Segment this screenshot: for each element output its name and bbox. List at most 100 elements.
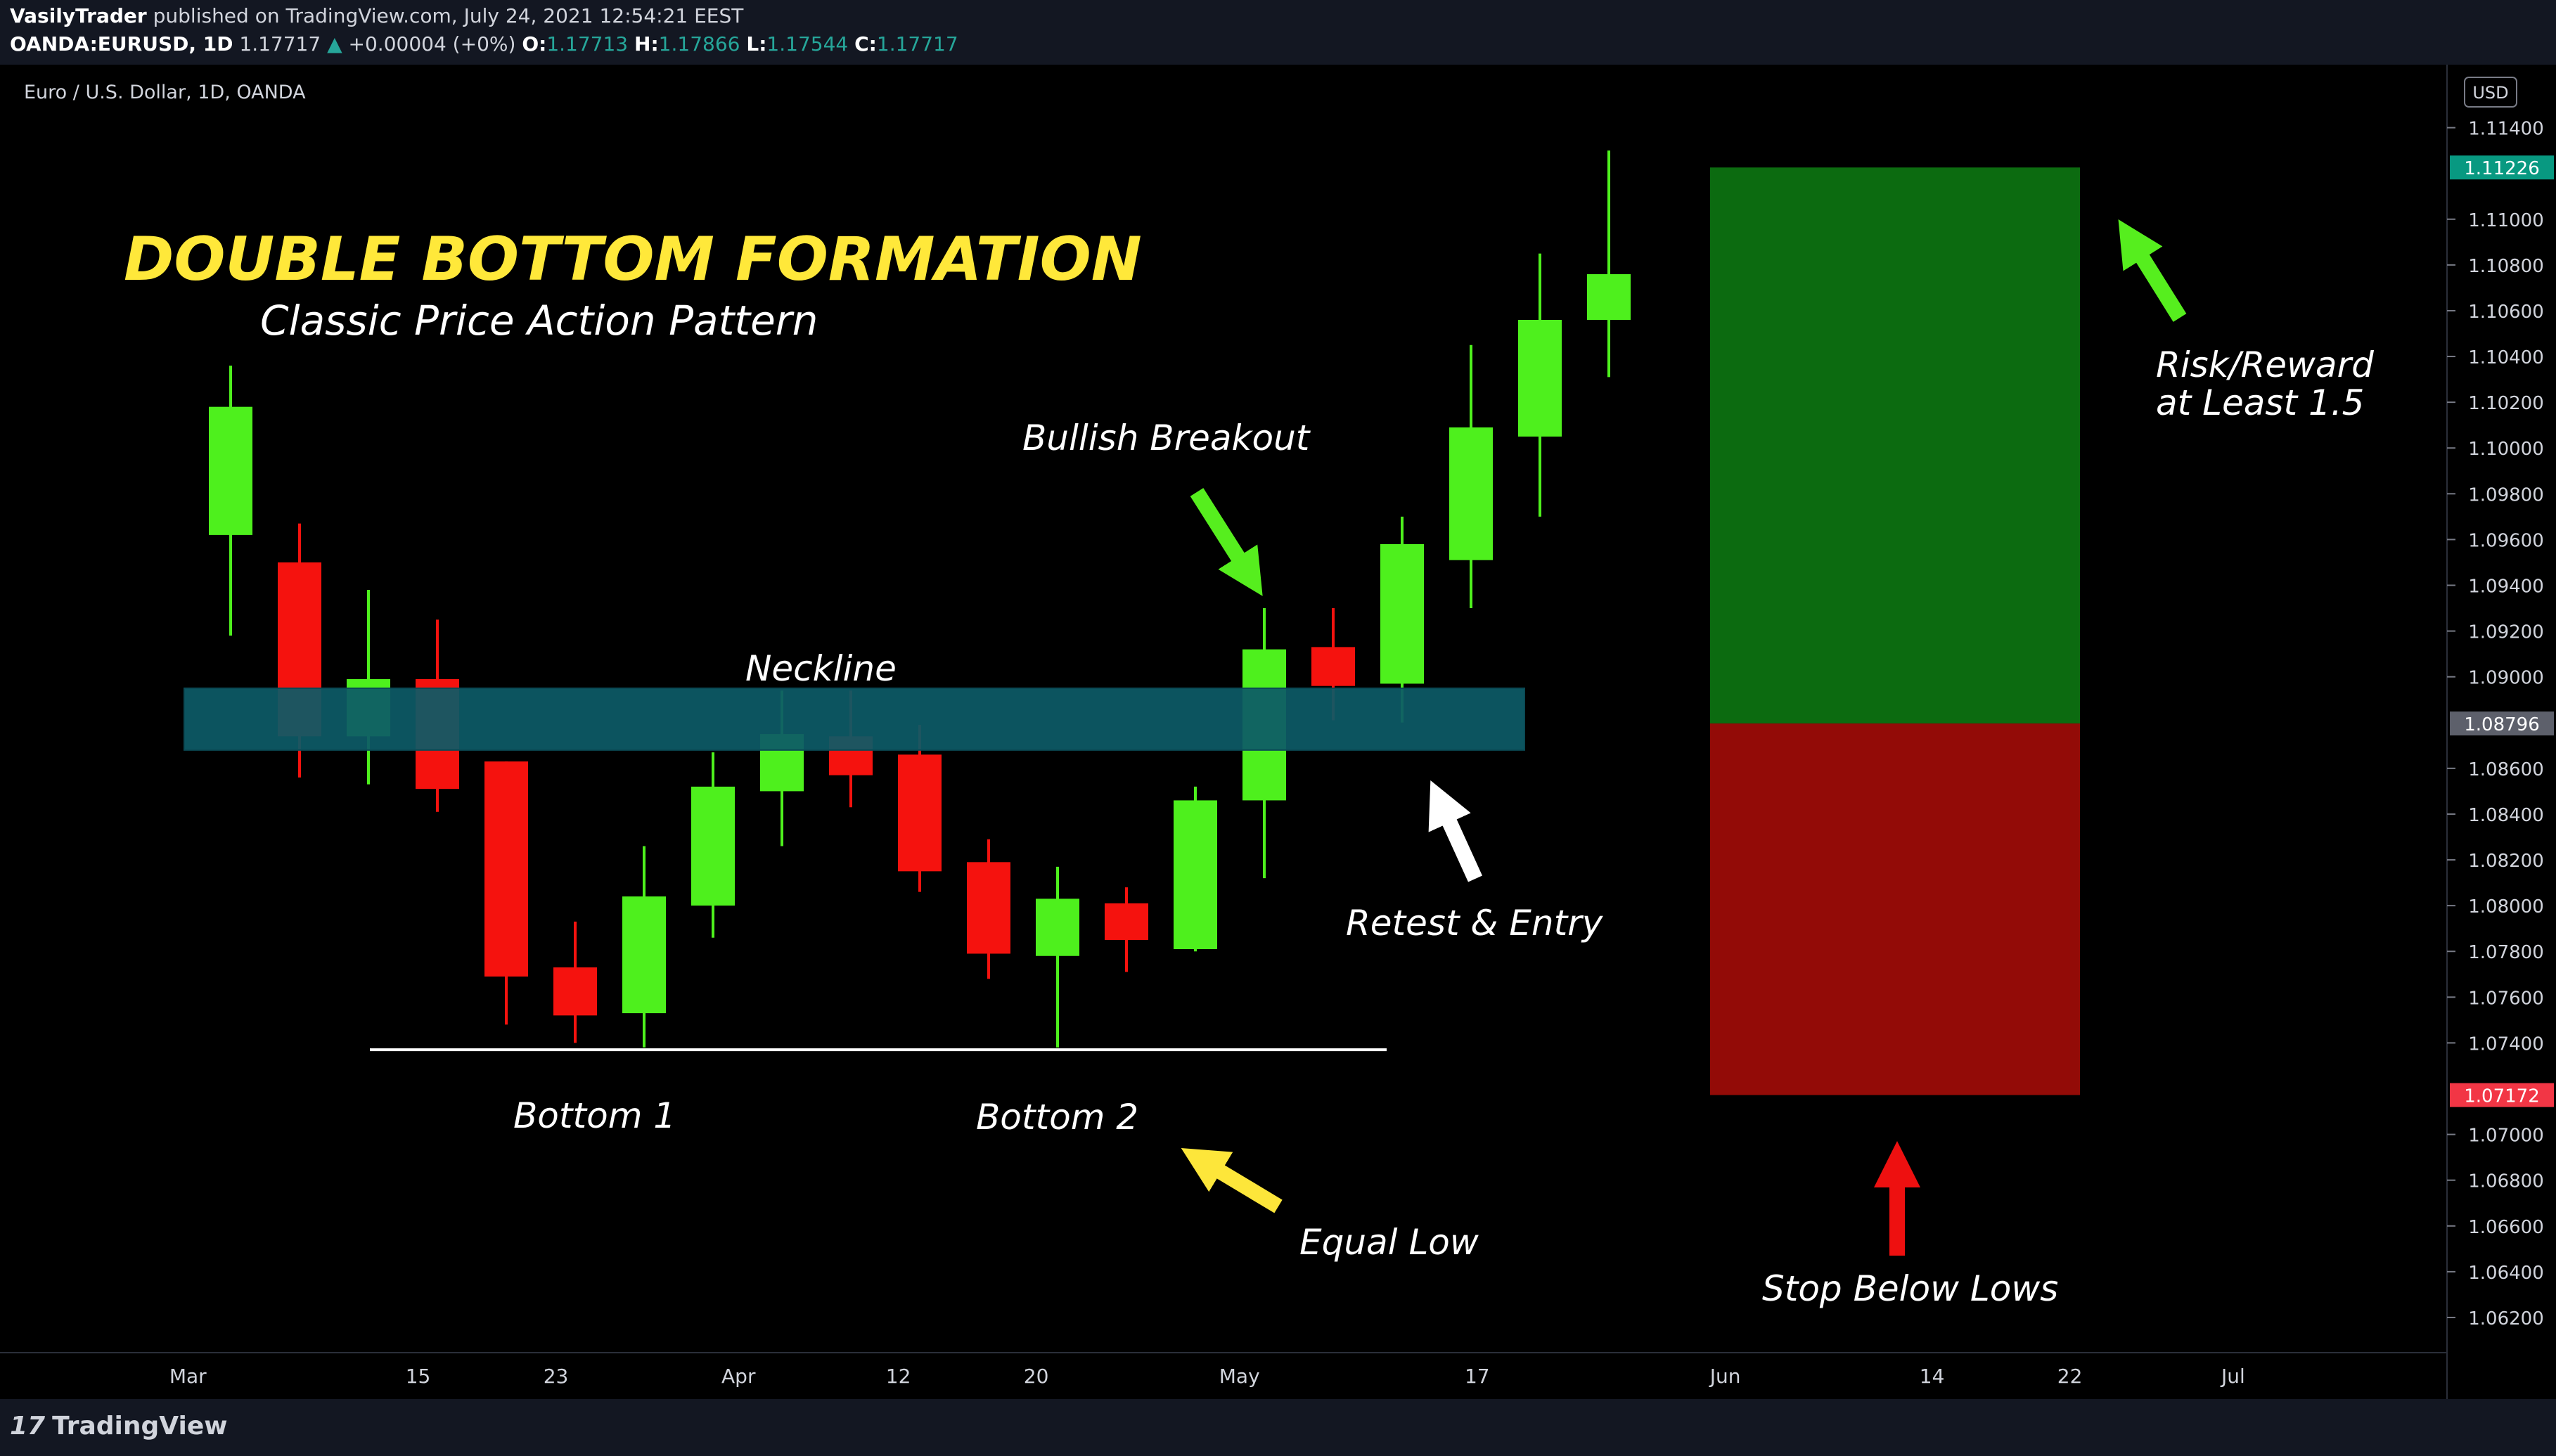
bottom-2-label: Bottom 2 [976, 1097, 1138, 1138]
price-badges: 1.11226 1.08796 1.07172 [2450, 155, 2554, 1107]
candle-body [967, 862, 1010, 954]
candle-body [691, 786, 735, 906]
candle-body [484, 761, 528, 977]
candle-body [1518, 319, 1562, 437]
target-zone[interactable] [1710, 167, 2080, 724]
close-value: 1.17717 [876, 32, 958, 56]
candle-body [1449, 427, 1493, 560]
pattern-title: DOUBLE BOTTOM FORMATION [124, 224, 1142, 295]
last-price: 1.17717 [239, 32, 321, 56]
position-tool[interactable] [1710, 167, 2080, 1095]
stop-zone[interactable] [1710, 723, 2080, 1095]
currency-badge[interactable] [2464, 77, 2517, 108]
tradingview-logo-icon: 17 [10, 1412, 46, 1441]
chart-subtitle: Euro / U.S. Dollar, 1D, OANDA [24, 82, 306, 103]
price-tick-label: 1.09200 [2468, 622, 2544, 643]
time-tick-label: Apr [721, 1365, 756, 1388]
price-badge [2450, 155, 2554, 180]
risk-reward-arrow [2118, 219, 2187, 322]
time-tick-label: 22 [2057, 1365, 2083, 1388]
price-tick-label: 1.07600 [2468, 988, 2544, 1009]
published-text: published on TradingView.com, July 24, 2… [153, 4, 744, 27]
symbol-info: OANDA:EURUSD, 1D 1.17717 ▲ +0.00004 (+0%… [10, 32, 958, 56]
retest-entry-label: Retest & Entry [1346, 903, 1604, 943]
candle-body [1380, 543, 1424, 684]
open-value: 1.17713 [546, 32, 629, 56]
breakout-arrow [1190, 488, 1263, 596]
time-tick-label: 17 [1465, 1365, 1490, 1388]
close-label: C: [854, 32, 877, 56]
time-tick-label: 14 [1920, 1365, 1945, 1388]
candle-body [1105, 903, 1148, 940]
time-tick-label: 23 [544, 1365, 569, 1388]
author-name[interactable]: VasilyTrader [10, 4, 147, 27]
candle-body [1587, 273, 1631, 320]
time-tick-label: Mar [169, 1365, 207, 1388]
risk-reward-label-line1: Risk/Reward [2156, 344, 2374, 385]
low-value: 1.17544 [766, 32, 849, 56]
price-tick-label: 1.07000 [2468, 1126, 2544, 1147]
time-tick-label: Jul [2220, 1365, 2245, 1388]
time-tick-label: May [1219, 1365, 1260, 1388]
candles [209, 150, 1631, 1048]
price-tick-label: 1.06800 [2468, 1171, 2544, 1192]
header-bar [0, 0, 2556, 65]
price-tick-label: 1.06200 [2468, 1308, 2544, 1329]
price-tick-label: 1.10200 [2468, 393, 2544, 414]
time-tick-label: 15 [406, 1365, 431, 1388]
price-axis: 1.11400 1.11000 1.10800 1.10600 1.10400 1.102… [2447, 119, 2544, 1329]
price-badge-label: 1.11226 [2464, 158, 2540, 179]
time-tick-label: 20 [1024, 1365, 1049, 1388]
price-tick-label: 1.10800 [2468, 256, 2544, 277]
low-label: L: [746, 32, 767, 56]
price-badge [2450, 1083, 2554, 1107]
time-tick-label: Jun [1709, 1365, 1741, 1388]
time-axis: 15Mar1523Apr1220May17Jun1422Jul [169, 1365, 2245, 1388]
price-tick-label: 1.08600 [2468, 759, 2544, 780]
price-tick-label: 1.10600 [2468, 302, 2544, 323]
currency-label: USD [2472, 83, 2508, 103]
neckline-label: Neckline [745, 648, 897, 689]
change-up-icon: ▲ [327, 32, 342, 56]
open-label: O: [522, 32, 547, 56]
high-value: 1.17866 [658, 32, 740, 56]
price-tick-label: 1.08000 [2468, 896, 2544, 917]
price-tick-label: 1.06600 [2468, 1217, 2544, 1238]
price-tick-label: 1.09400 [2468, 576, 2544, 598]
price-tick-label: 1.10400 [2468, 347, 2544, 368]
candle-body [553, 967, 597, 1016]
candle-body [1174, 800, 1217, 949]
price-tick-label: 1.09600 [2468, 530, 2544, 551]
equal-low-label: Equal Low [1299, 1222, 1479, 1263]
price-badge [2450, 711, 2554, 736]
candle-body [1311, 647, 1355, 686]
price-tick-label: 1.08200 [2468, 851, 2544, 872]
neckline-layer [184, 687, 1525, 1052]
candle-body [898, 754, 942, 872]
tradingview-logo[interactable]: 17 TradingView [10, 1412, 228, 1441]
symbol-label[interactable]: OANDA:EURUSD, 1D [10, 32, 233, 56]
price-tick-label: 1.09000 [2468, 668, 2544, 689]
price-tick-label: 1.07800 [2468, 942, 2544, 963]
candle-body [1036, 898, 1079, 956]
pattern-subtitle: Classic Price Action Pattern [260, 297, 818, 344]
price-tick-label: 1.11000 [2468, 210, 2544, 231]
price-chart[interactable]: Euro / U.S. Dollar, 1D, OANDA USD 1.1140… [0, 0, 2556, 1399]
bottom-1-label: Bottom 1 [513, 1095, 676, 1136]
equal-low-arrow [1181, 1148, 1283, 1213]
price-tick-label: 1.10000 [2468, 439, 2544, 460]
high-label: H: [634, 32, 659, 56]
price-change: +0.00004 (+0%) [348, 32, 516, 56]
price-tick-label: 1.11400 [2468, 119, 2544, 140]
footer-bar [0, 1399, 2556, 1456]
price-tick-label: 1.09800 [2468, 484, 2544, 505]
price-badge-label: 1.07172 [2464, 1086, 2540, 1107]
publish-info: VasilyTrader published on TradingView.co… [10, 4, 743, 27]
stop-below-lows-label: Stop Below Lows [1762, 1268, 2058, 1309]
bullish-breakout-label: Bullish Breakout [1022, 418, 1311, 458]
price-tick-label: 1.08400 [2468, 805, 2544, 826]
tradingview-logo-text: TradingView [52, 1412, 228, 1441]
candle-body [209, 406, 252, 535]
neckline-zone[interactable] [184, 687, 1525, 751]
price-badge-label: 1.08796 [2464, 714, 2540, 735]
